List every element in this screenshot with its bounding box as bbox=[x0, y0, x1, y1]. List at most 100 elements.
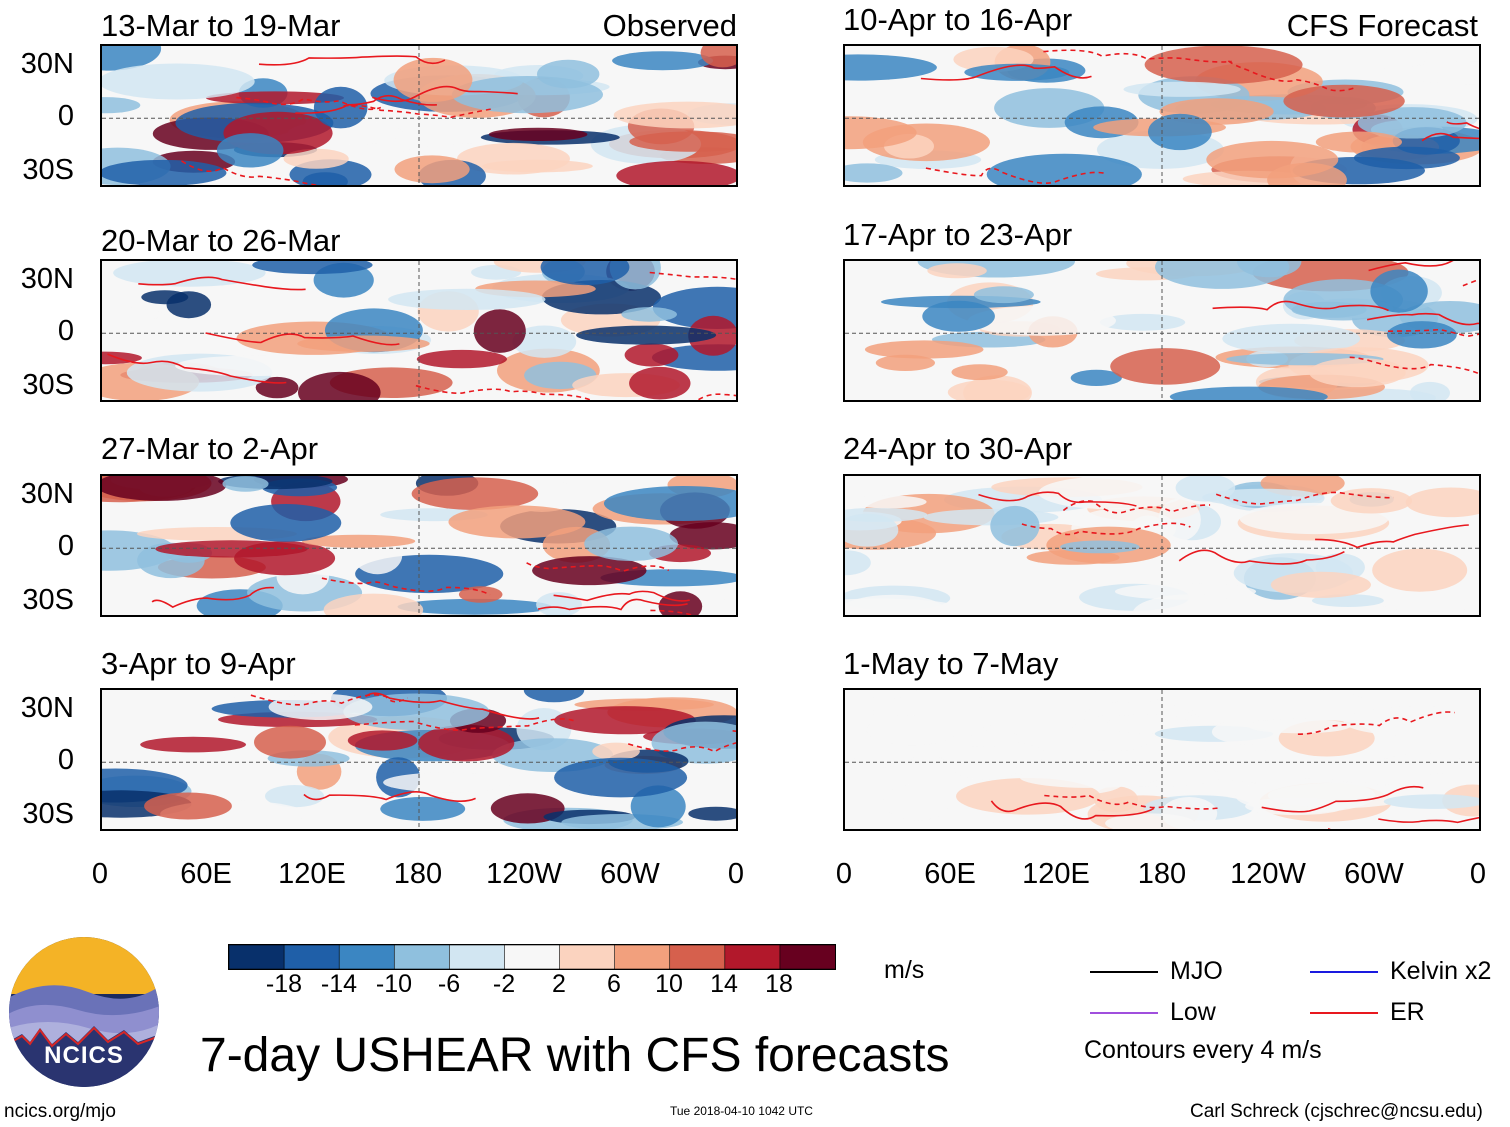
shear-anomaly bbox=[252, 261, 373, 275]
lat-label: 30N bbox=[20, 692, 74, 724]
shear-anomaly bbox=[458, 586, 503, 603]
panel-title-fcst-3: 24-Apr to 30-Apr bbox=[843, 431, 1073, 466]
shear-anomaly bbox=[875, 354, 935, 371]
colorbar-swatch bbox=[669, 944, 726, 970]
colorbar-swatch bbox=[393, 944, 451, 970]
shear-field-obs-1 bbox=[102, 46, 736, 185]
units-label: m/s bbox=[884, 956, 925, 984]
er-contour bbox=[698, 393, 736, 400]
shear-anomaly bbox=[265, 785, 324, 808]
colorbar-swatch bbox=[449, 944, 506, 970]
er-contour bbox=[1178, 549, 1345, 565]
lon-label: 60E bbox=[924, 858, 976, 890]
shear-anomaly bbox=[102, 46, 162, 71]
lat-label: 0 bbox=[57, 744, 74, 776]
shear-anomaly bbox=[451, 76, 603, 114]
shear-anomaly bbox=[473, 309, 526, 353]
shear-anomaly bbox=[866, 715, 958, 746]
shear-anomaly bbox=[1144, 46, 1303, 84]
shear-anomaly bbox=[554, 757, 688, 798]
shear-anomaly bbox=[1105, 813, 1196, 829]
er-contour bbox=[1297, 711, 1455, 735]
er-contour bbox=[1212, 300, 1389, 312]
er-contour bbox=[138, 276, 306, 291]
shear-anomaly bbox=[1267, 782, 1411, 809]
shear-anomaly bbox=[302, 534, 416, 548]
shear-anomaly bbox=[102, 97, 141, 114]
shear-anomaly bbox=[102, 159, 227, 185]
shear-anomaly bbox=[1019, 766, 1161, 788]
lon-label: 60W bbox=[1344, 858, 1404, 890]
colorbar-tick: 10 bbox=[655, 970, 683, 998]
er-contour bbox=[1021, 522, 1191, 536]
er-contour bbox=[1349, 356, 1479, 375]
er-contour bbox=[303, 791, 476, 802]
shear-anomaly bbox=[1093, 786, 1138, 813]
shear-field-fcst-4 bbox=[845, 690, 1479, 829]
er-contour bbox=[107, 353, 287, 384]
website-link[interactable]: ncics.org/mjo bbox=[4, 1101, 116, 1122]
lat-label: 0 bbox=[57, 530, 74, 562]
shear-anomaly bbox=[973, 286, 1034, 304]
panel-title-obs-2: 20-Mar to 26-Mar bbox=[101, 223, 341, 258]
shear-anomaly bbox=[1315, 131, 1402, 153]
er-contour bbox=[321, 577, 491, 596]
shear-anomaly bbox=[612, 51, 714, 71]
shear-anomaly bbox=[144, 792, 232, 820]
colorbar bbox=[228, 944, 836, 970]
panel-title-fcst-2: 17-Apr to 23-Apr bbox=[843, 217, 1073, 252]
shear-anomaly bbox=[141, 290, 189, 305]
colorbar-swatch bbox=[504, 944, 561, 970]
main-title: 7-day USHEAR with CFS forecasts bbox=[200, 1029, 950, 1082]
colorbar-tick: 14 bbox=[710, 970, 738, 998]
lon-label: 120W bbox=[486, 858, 562, 890]
shear-anomaly bbox=[1206, 140, 1339, 179]
er-contour bbox=[978, 491, 1137, 507]
er-contour bbox=[1378, 816, 1479, 824]
shear-anomaly bbox=[140, 736, 246, 753]
shear-anomaly bbox=[1222, 323, 1361, 354]
lon-label: 0 bbox=[91, 858, 109, 890]
author-credit: Carl Schreck (cjschrec@ncsu.edu) bbox=[1190, 1101, 1483, 1122]
shear-anomaly bbox=[883, 783, 954, 821]
er-contour bbox=[526, 562, 670, 572]
shear-anomaly bbox=[1370, 269, 1428, 313]
colorbar-tick: 6 bbox=[607, 970, 621, 998]
shear-anomaly bbox=[488, 127, 588, 141]
legend-swatch-mjo bbox=[1090, 971, 1158, 973]
colorbar-swatch bbox=[228, 944, 285, 970]
er-contour bbox=[1044, 794, 1221, 810]
lon-label: 120E bbox=[1022, 858, 1090, 890]
shear-anomaly bbox=[922, 300, 995, 332]
colorbar-swatch bbox=[779, 944, 836, 970]
shear-anomaly bbox=[448, 505, 586, 539]
er-contour bbox=[343, 104, 492, 119]
shear-anomaly bbox=[700, 46, 736, 68]
panel-title-obs-4: 3-Apr to 9-Apr bbox=[101, 646, 296, 681]
er-contour bbox=[1227, 60, 1356, 92]
shear-anomaly bbox=[954, 760, 1018, 780]
shear-anomaly bbox=[102, 476, 227, 501]
shear-anomaly bbox=[967, 305, 1116, 336]
shear-anomaly bbox=[1114, 583, 1257, 600]
legend-swatch-low bbox=[1090, 1012, 1158, 1014]
colorbar-tick: -14 bbox=[320, 970, 358, 998]
er-contour bbox=[1446, 121, 1479, 130]
shear-anomaly bbox=[323, 593, 424, 615]
shear-anomaly bbox=[102, 351, 142, 365]
shear-anomaly bbox=[1350, 758, 1419, 785]
er-contour bbox=[415, 384, 593, 400]
lat-label: 0 bbox=[57, 315, 74, 347]
lat-label: 30N bbox=[20, 478, 74, 510]
lon-label: 180 bbox=[393, 858, 443, 890]
er-contour bbox=[1366, 312, 1479, 326]
shear-anomaly bbox=[629, 366, 691, 400]
map-panel-obs-4 bbox=[100, 688, 738, 831]
shear-anomaly bbox=[688, 806, 736, 821]
colorbar-swatch bbox=[338, 944, 396, 970]
panel-title-fcst-4: 1-May to 7-May bbox=[843, 646, 1059, 681]
shear-anomaly bbox=[621, 307, 677, 322]
er-contour bbox=[1062, 500, 1211, 514]
shear-field-obs-3 bbox=[102, 476, 736, 615]
shear-anomaly bbox=[175, 355, 327, 377]
